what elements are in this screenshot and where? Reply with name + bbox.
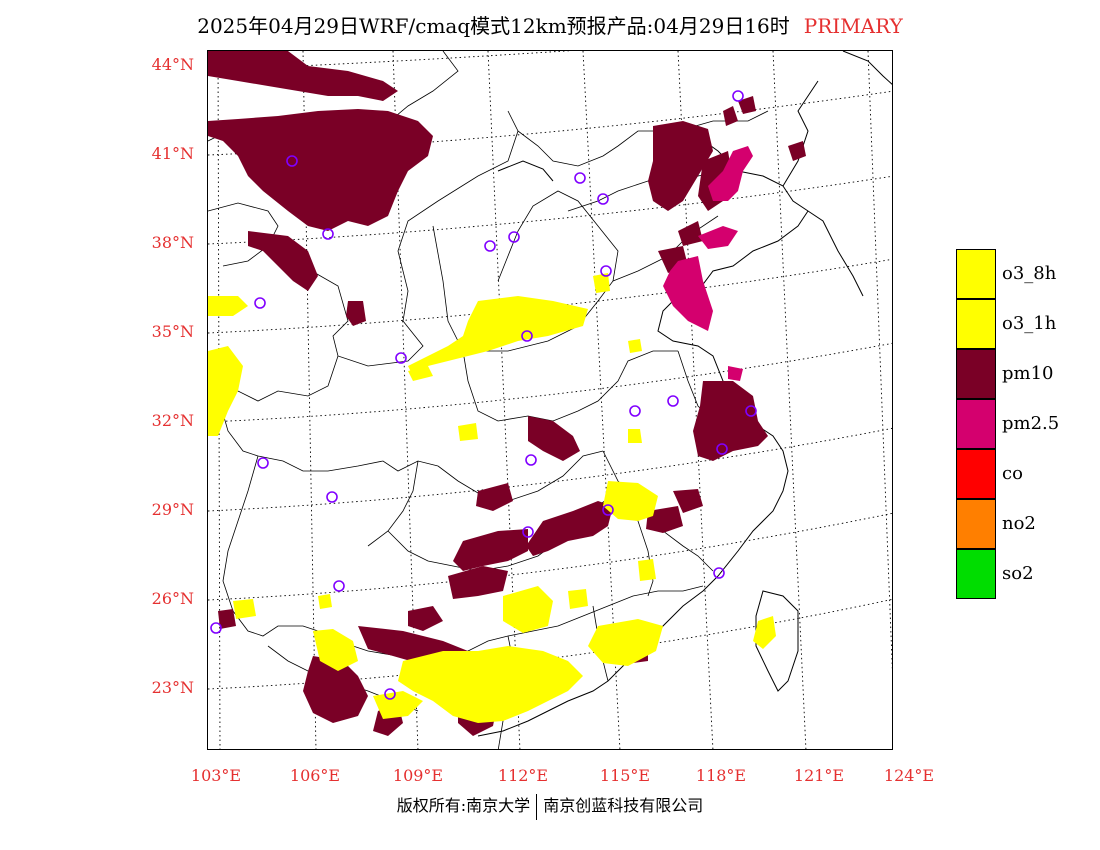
legend-swatch-so2: [956, 549, 996, 599]
station-markers: [210, 90, 757, 700]
map-title: 2025年04月29日WRF/cmaq模式12km预报产品:04月29日16时 P…: [0, 10, 1100, 39]
title-text: 2025年04月29日WRF/cmaq模式12km预报产品:04月29日16时: [197, 14, 790, 38]
copyright-footer: 版权所有:南京大学 南京创蓝科技有限公司: [0, 792, 1100, 820]
pm25-patches: [663, 146, 753, 381]
copyright-left: 版权所有:南京大学: [396, 796, 531, 815]
lon-label-109: 109°E: [392, 766, 444, 785]
lat-label-38: 38°N: [151, 233, 194, 252]
lon-label-121: 121°E: [793, 766, 845, 785]
graticule-meridians: [217, 51, 892, 749]
lat-label-44: 44°N: [151, 55, 194, 74]
legend-swatch-pm10: [956, 349, 996, 399]
footer-separator: [536, 793, 538, 820]
legend-label-o3-8h: o3_8h: [1002, 263, 1057, 284]
legend-label-no2: no2: [1002, 513, 1036, 534]
o3-patches: [208, 273, 776, 723]
lon-label-112: 112°E: [497, 766, 549, 785]
legend-label-o3-1h: o3_1h: [1002, 313, 1057, 334]
legend-label-co: co: [1002, 463, 1023, 484]
lat-label-23: 23°N: [151, 678, 194, 697]
legend-label-pm10: pm10: [1002, 363, 1054, 384]
lat-label-29: 29°N: [151, 500, 194, 519]
lon-label-118: 118°E: [695, 766, 747, 785]
legend-swatch-o3-1h: [956, 299, 996, 349]
lon-label-124: 124°E: [883, 766, 935, 785]
lat-label-41: 41°N: [151, 144, 194, 163]
legend-swatch-pm25: [956, 399, 996, 449]
legend-label-so2: so2: [1002, 563, 1034, 584]
forecast-map: [208, 51, 892, 749]
primary-label: PRIMARY: [803, 14, 903, 38]
map-frame[interactable]: [207, 50, 893, 750]
legend-label-pm25: pm2.5: [1002, 413, 1060, 434]
legend-swatch-no2: [956, 499, 996, 549]
legend-swatch-o3-8h: [956, 249, 996, 299]
lon-label-115: 115°E: [599, 766, 651, 785]
lat-label-26: 26°N: [151, 589, 194, 608]
legend-swatch-co: [956, 449, 996, 499]
lon-label-103: 103°E: [190, 766, 242, 785]
lon-label-106: 106°E: [289, 766, 341, 785]
lat-label-35: 35°N: [151, 322, 194, 341]
lat-label-32: 32°N: [151, 411, 194, 430]
pm10-patches: [208, 51, 806, 736]
copyright-right: 南京创蓝科技有限公司: [543, 796, 704, 815]
